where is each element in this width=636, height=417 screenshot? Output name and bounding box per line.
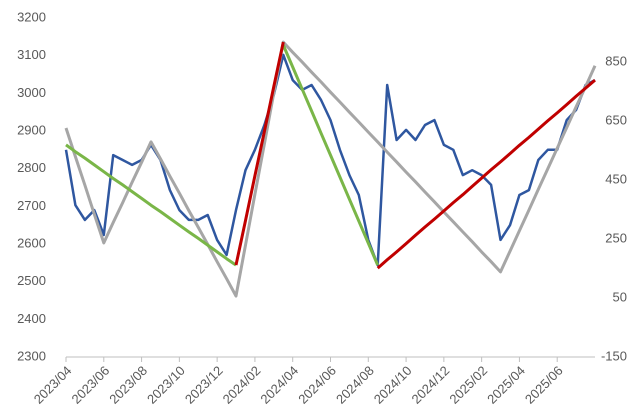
x-tick-label: 2025/04 <box>484 363 528 407</box>
x-tick-label: 2023/12 <box>182 363 226 407</box>
series-line <box>64 53 596 267</box>
y-tick-label: 2500 <box>17 273 46 288</box>
y2-tick-label: 250 <box>605 231 627 246</box>
x-tick-label: 2023/06 <box>68 363 112 407</box>
y-tick-label: 3000 <box>17 85 46 100</box>
x-tick-label: 2024/04 <box>257 363 301 407</box>
x-tick-label: 2025/02 <box>446 363 490 407</box>
y2-tick-label: 850 <box>605 54 627 69</box>
x-tick-label: 2024/06 <box>295 363 339 407</box>
x-tick-label: 2024/12 <box>409 363 453 407</box>
y2-tick-label: 50 <box>613 289 627 304</box>
y-tick-label: 2900 <box>17 122 46 137</box>
x-tick-label: 2024/10 <box>371 363 415 407</box>
y2-tick-label: -150 <box>601 348 627 363</box>
x-tick-label: 2024/02 <box>220 363 264 407</box>
y-tick-label: 2700 <box>17 198 46 213</box>
x-tick-label: 2023/04 <box>31 363 75 407</box>
series-line <box>65 44 380 267</box>
series-line <box>64 40 597 298</box>
y-tick-label: 2300 <box>17 348 46 363</box>
y-tick-label: 2400 <box>17 311 46 326</box>
x-tick-label: 2025/06 <box>522 363 566 407</box>
y2-tick-label: 450 <box>605 172 627 187</box>
y-tick-label: 2800 <box>17 160 46 175</box>
x-tick-label: 2024/08 <box>333 363 377 407</box>
y-tick-label: 3200 <box>17 9 46 24</box>
x-tick-label: 2023/08 <box>106 363 150 407</box>
y-tick-label: 3100 <box>17 47 46 62</box>
series-line <box>234 41 596 270</box>
x-tick-label: 2023/10 <box>144 363 188 407</box>
y2-tick-label: 650 <box>605 113 627 128</box>
y-tick-label: 2600 <box>17 235 46 250</box>
